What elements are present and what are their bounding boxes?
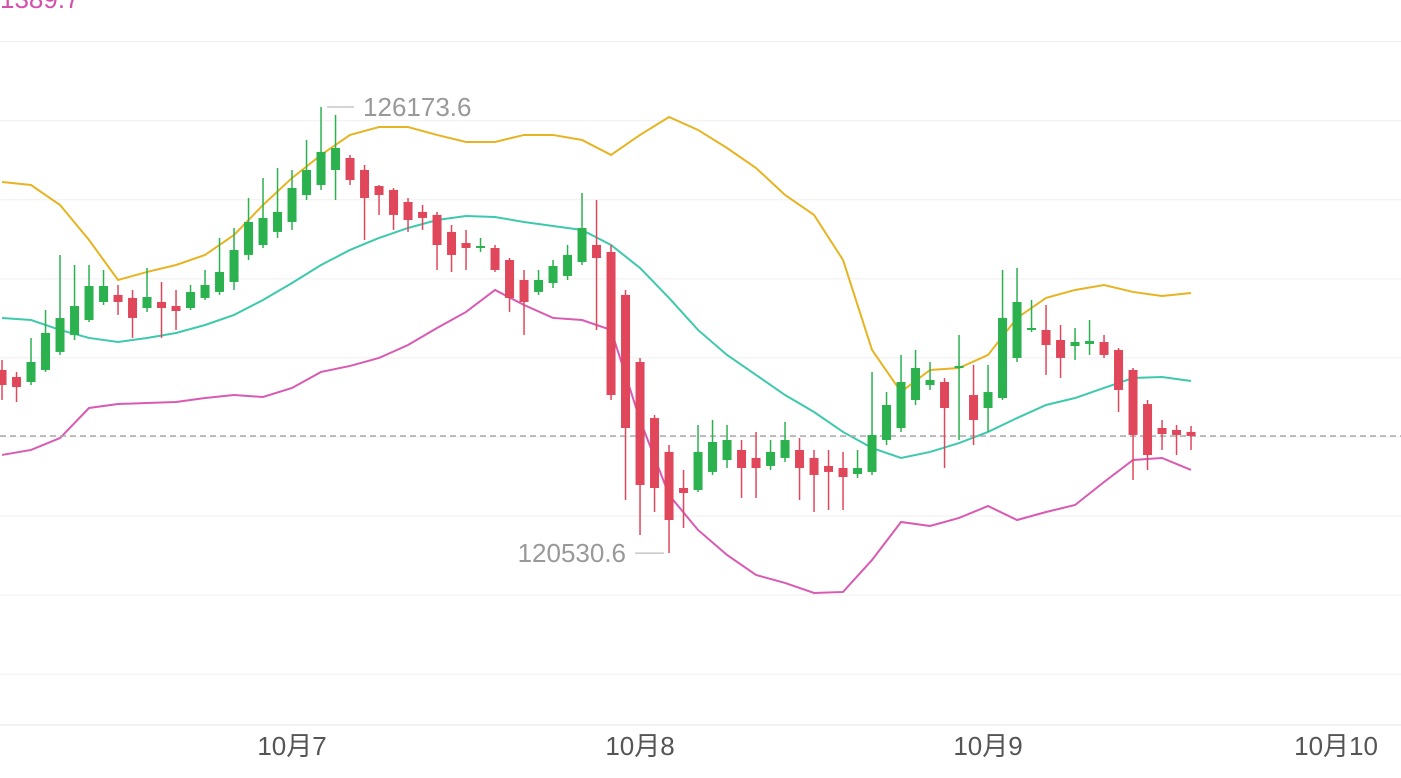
candle-body: [1070, 341, 1080, 347]
candle-body: [84, 286, 94, 321]
candle-body: [650, 418, 660, 488]
candle-body: [896, 381, 906, 428]
candle-body: [998, 317, 1008, 399]
candle-body: [780, 440, 790, 458]
candle-body: [258, 217, 268, 245]
candle-body: [708, 441, 718, 472]
candle-body: [1128, 369, 1138, 435]
candle-body: [171, 306, 181, 311]
candle-body: [1143, 404, 1153, 456]
candle-body: [200, 284, 210, 298]
candle-body: [824, 465, 834, 472]
candle-body: [867, 434, 877, 472]
candle-body: [128, 297, 138, 318]
candle-body: [911, 367, 921, 401]
candle-body: [679, 487, 689, 493]
candle-body: [316, 151, 326, 185]
candle-body: [954, 365, 964, 368]
candle-body: [0, 369, 7, 385]
candle-body: [635, 361, 645, 485]
candle-body: [403, 201, 413, 221]
candle-body: [795, 449, 805, 468]
candle-body: [1041, 329, 1051, 345]
candle-body: [664, 451, 674, 521]
min-label: 120530.6: [518, 538, 626, 568]
candle-body: [838, 467, 848, 478]
candle-body: [1027, 327, 1037, 330]
candle-body: [969, 395, 979, 421]
candle-body: [563, 254, 573, 276]
corner-label: 1389.7: [0, 0, 80, 14]
candle-body: [432, 214, 442, 245]
candle-body: [389, 189, 399, 215]
x-tick-label: 10月9: [953, 731, 1022, 761]
candle-body: [55, 318, 65, 352]
candle-body: [418, 211, 428, 218]
candle-body: [113, 294, 123, 302]
candle-body: [940, 381, 950, 408]
candle-body: [882, 404, 892, 441]
candle-body: [244, 221, 254, 255]
candle-body: [142, 297, 152, 308]
candle-body: [374, 186, 384, 196]
band-line: [1, 115, 1192, 394]
candle-body: [853, 467, 863, 475]
candle-body: [1056, 340, 1066, 358]
candle-body: [548, 266, 558, 284]
candle-body: [577, 227, 587, 262]
candle-body: [1012, 301, 1022, 358]
candle-body: [1186, 431, 1196, 436]
candle-body: [490, 247, 500, 270]
candle-body: [1085, 340, 1095, 344]
candle-body: [766, 451, 776, 466]
candle-body: [447, 231, 457, 255]
candle-body: [215, 271, 225, 292]
candle-body: [41, 332, 51, 370]
candle-body: [12, 377, 22, 388]
candle-body: [751, 457, 761, 468]
candle-body: [345, 157, 355, 181]
candle-body: [1114, 349, 1124, 390]
candle-body: [302, 169, 312, 196]
candle-body: [273, 211, 283, 232]
candle-body: [809, 457, 819, 475]
candle-body: [26, 361, 36, 382]
max-label: 126173.6: [363, 92, 471, 122]
candle-body: [186, 291, 196, 308]
candle-body: [1172, 429, 1182, 435]
candle-body: [606, 251, 616, 396]
candle-body: [461, 243, 471, 248]
candle-body: [229, 249, 239, 282]
candle-body: [476, 246, 486, 248]
candle-body: [737, 449, 747, 468]
candle-body: [519, 280, 529, 302]
candle-body: [925, 380, 935, 385]
candle-body: [621, 294, 631, 428]
candle-body: [1157, 427, 1167, 435]
candle-body: [693, 451, 703, 490]
x-tick-label: 10月10: [1294, 731, 1378, 761]
candle-body: [331, 147, 341, 170]
candle-body: [722, 440, 732, 461]
candle-body: [534, 280, 544, 292]
candle-body: [592, 244, 602, 259]
candle-body: [157, 301, 167, 308]
candle-body: [70, 306, 80, 335]
candle-body: [360, 169, 370, 199]
candle-body: [983, 392, 993, 408]
candle-body: [287, 187, 297, 222]
x-tick-label: 10月8: [605, 731, 674, 761]
x-tick-label: 10月7: [257, 731, 326, 761]
candle-body: [99, 286, 109, 302]
candle-body: [505, 260, 515, 298]
candle-body: [1099, 341, 1109, 355]
